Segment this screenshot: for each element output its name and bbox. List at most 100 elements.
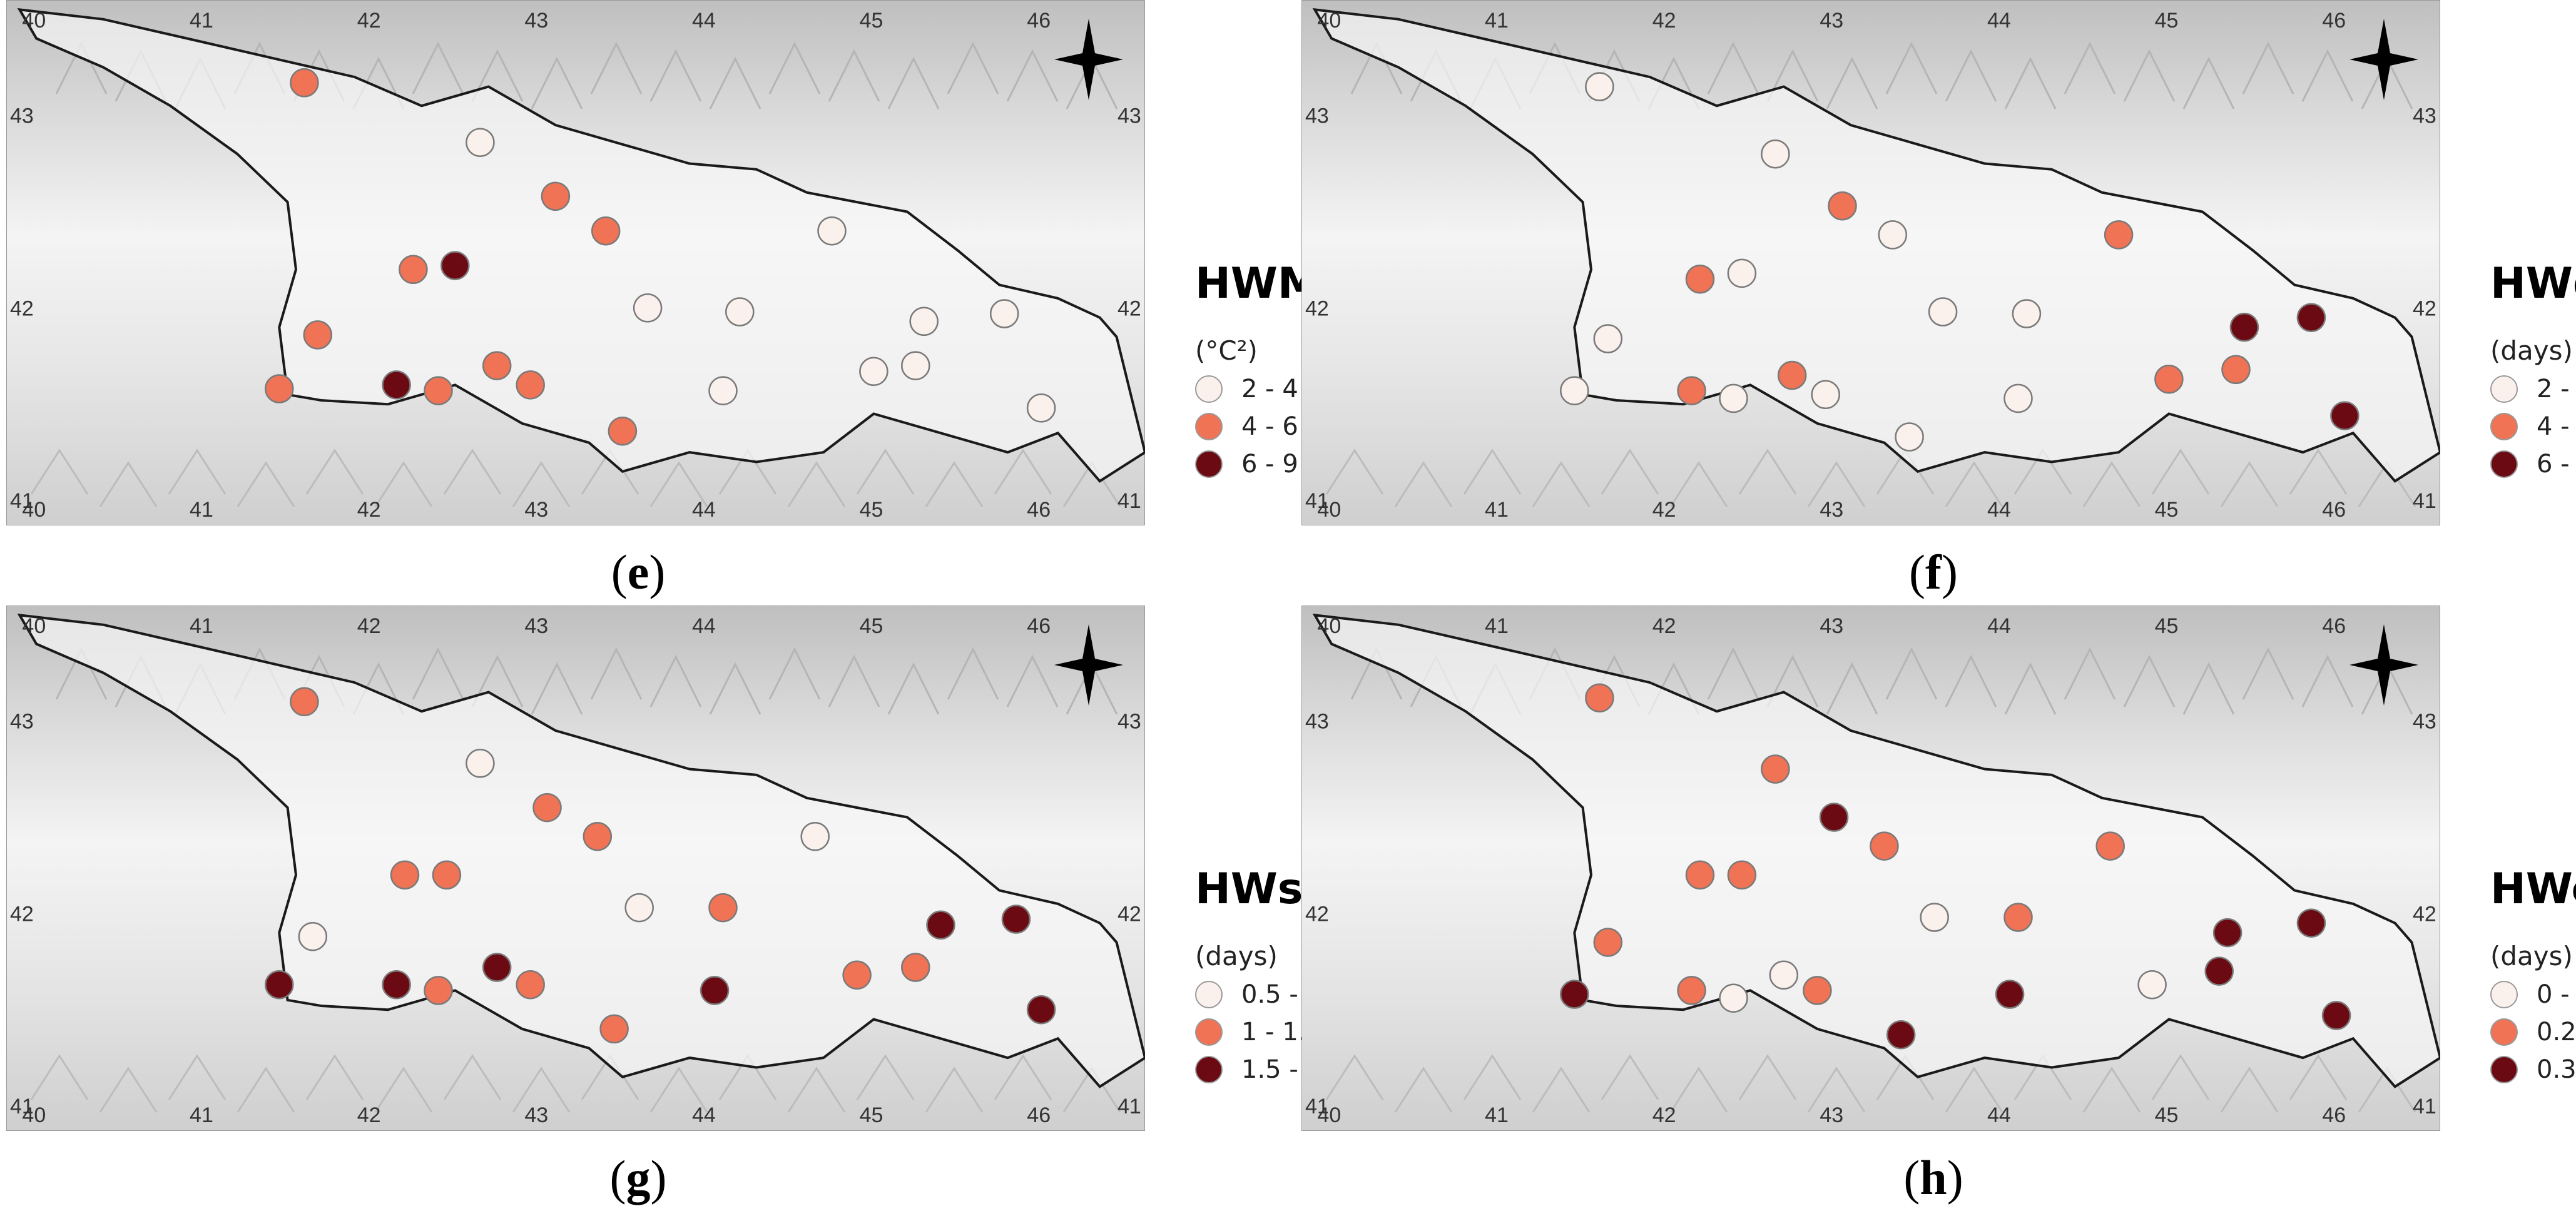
relief-hatch	[471, 49, 524, 102]
station-marker	[265, 970, 294, 1000]
lat-tick-label: 43	[2413, 104, 2436, 128]
station-marker	[1719, 983, 1748, 1013]
relief-hatch	[2242, 647, 2294, 700]
relief-hatch	[1945, 1067, 2003, 1113]
relief-hatch	[947, 41, 999, 94]
station-marker	[1878, 220, 1908, 250]
relief-hatch	[1669, 461, 1728, 507]
lon-tick-label: 44	[692, 1103, 716, 1127]
legend-item: 1 - 1.5	[1195, 1018, 1322, 1046]
station-marker	[482, 351, 512, 380]
relief-hatch	[1394, 1067, 1453, 1113]
station-marker	[482, 953, 512, 982]
lon-tick-label: 41	[190, 1103, 213, 1127]
lon-tick-label: 45	[860, 614, 883, 638]
station-marker	[2212, 918, 2243, 948]
relief-hatch	[1463, 448, 1522, 495]
legend-unit: (days)	[2490, 941, 2573, 971]
legend-label: 6 - 9	[1241, 450, 1298, 479]
relief-hatch	[1006, 49, 1059, 102]
relief-hatch	[374, 1067, 433, 1113]
lon-tick-label: 43	[1820, 614, 1843, 638]
station-marker	[1727, 258, 1757, 288]
legend-swatch	[1195, 413, 1223, 440]
lon-tick-label: 44	[692, 9, 716, 33]
lat-tick-label: 43	[1117, 710, 1141, 734]
station-marker	[432, 860, 462, 890]
lon-tick-label: 45	[860, 1103, 883, 1127]
lon-tick-label: 42	[357, 1103, 381, 1127]
map-panel-e: 40 40 41 41 42 42 43 43 44 44 45 45 46 46 41 41 42 42 43 43…	[0, 0, 1320, 606]
station-marker	[708, 893, 738, 923]
lat-tick-label: 42	[1305, 296, 1329, 320]
relief-hatch	[2004, 662, 2057, 715]
station-marker	[1585, 683, 1614, 712]
relief-hatch	[590, 647, 643, 700]
relief-hatch	[649, 654, 702, 707]
relief-hatch	[374, 461, 433, 507]
lon-tick-label: 42	[1652, 614, 1676, 638]
relief-hatch	[590, 41, 643, 94]
station-marker	[608, 416, 638, 446]
legend-label: 4 - 6	[2537, 412, 2576, 441]
relief-hatch	[2289, 1054, 2348, 1100]
lon-tick-label: 44	[692, 614, 716, 638]
station-marker	[290, 687, 319, 717]
station-marker	[1928, 297, 1958, 327]
station-marker	[2296, 303, 2326, 332]
station-marker	[424, 976, 453, 1005]
north-arrow-icon	[2349, 624, 2418, 706]
legend-f: HWday (days) 2 - 4 4 - 6 6 - 9	[2490, 263, 2576, 479]
country-area	[1315, 9, 2440, 482]
station-marker	[2229, 312, 2259, 342]
station-marker	[516, 370, 545, 400]
station-marker	[624, 893, 654, 923]
north-arrow-icon	[2349, 19, 2418, 100]
legend-swatch	[2490, 450, 2518, 478]
lat-tick-label: 41	[10, 1095, 34, 1118]
station-marker	[2003, 903, 2033, 932]
relief-hatch	[1532, 461, 1591, 507]
station-marker	[2104, 220, 2134, 250]
lat-tick-label: 41	[10, 489, 34, 513]
lon-tick-label: 43	[524, 1103, 548, 1127]
legend-unit: (°C²)	[1195, 335, 1258, 366]
lon-tick-label: 43	[524, 614, 548, 638]
lon-tick-label: 40	[22, 1103, 46, 1127]
legend-item: 0 - 0.2	[2490, 980, 2576, 1009]
station-marker	[2154, 364, 2184, 394]
lon-tick-label: 43	[1820, 498, 1843, 522]
lon-tick-label: 40	[1317, 498, 1341, 522]
relief-hatch	[994, 448, 1052, 495]
relief-hatch	[1885, 41, 1938, 94]
legend-item: 1.5 - 2	[1195, 1055, 1322, 1084]
relief-hatch	[925, 1067, 984, 1113]
relief-hatch	[925, 461, 984, 507]
lon-tick-label: 41	[190, 9, 213, 33]
relief-hatch	[99, 461, 158, 507]
lat-tick-label: 41	[2413, 489, 2436, 513]
station-marker	[2296, 908, 2326, 938]
relief-hatch	[512, 461, 571, 507]
relief-hatch	[768, 647, 821, 700]
relief-hatch	[887, 56, 940, 109]
station-marker	[1719, 383, 1748, 413]
lon-tick-label: 43	[524, 9, 548, 33]
relief-hatch	[2182, 56, 2235, 109]
station-marker	[2221, 355, 2251, 385]
relief-hatch	[30, 448, 89, 495]
legend-swatch	[1195, 375, 1223, 403]
lat-tick-label: 43	[2413, 710, 2436, 734]
relief-hatch	[531, 662, 583, 715]
lat-tick-label: 42	[2413, 902, 2436, 926]
station-marker	[303, 320, 333, 350]
map-panel-h: 40 40 41 41 42 42 43 43 44 44 45 45 46 46 41 41 42 42 43 43…	[1295, 606, 2576, 1211]
station-marker	[298, 921, 328, 951]
lat-tick-label: 43	[1117, 104, 1141, 128]
legend-label: 0.3 - 0.5	[2537, 1055, 2576, 1084]
station-marker	[1593, 928, 1623, 957]
station-marker	[700, 976, 730, 1005]
map-panel-g: 40 40 41 41 42 42 43 43 44 44 45 45 46 46 41 41 42 42 43 43…	[0, 606, 1360, 1211]
